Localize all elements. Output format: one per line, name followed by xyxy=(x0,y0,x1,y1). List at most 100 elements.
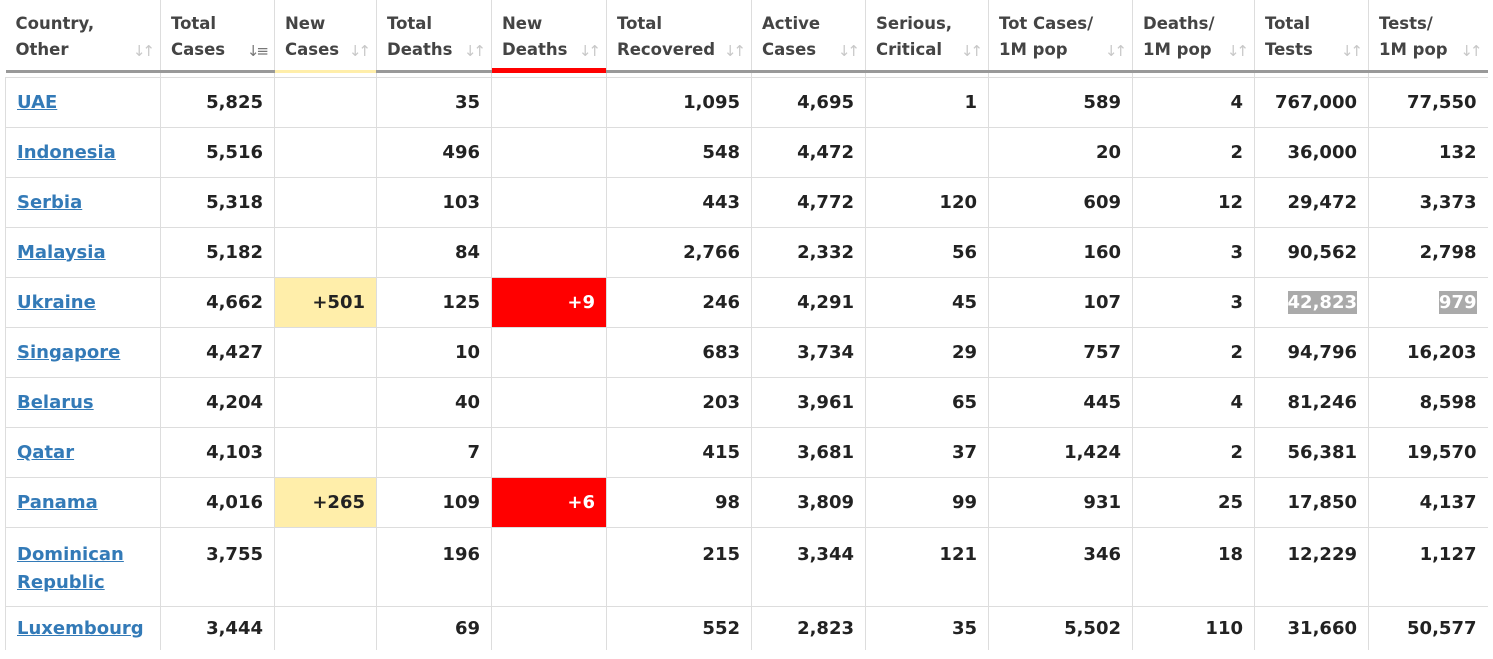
column-header-label: Total Tests xyxy=(1265,14,1313,59)
column-header-label: Total Cases xyxy=(171,14,226,59)
column-header-label: Serious, Critical xyxy=(876,14,953,59)
column-header-serious-critical[interactable]: Serious, Critical ↓↑ xyxy=(865,0,989,73)
cell-tot-cases-per-1m: 107 xyxy=(988,277,1133,328)
cell-deaths-per-1m: 3 xyxy=(1132,277,1255,328)
column-header-total-recovered[interactable]: Total Recovered ↓↑ xyxy=(606,0,752,73)
cell-tot-cases-per-1m: 20 xyxy=(988,127,1133,178)
cell-new-cases xyxy=(274,427,377,478)
gap-cell xyxy=(606,71,752,78)
column-header-tests-per-1m[interactable]: Tests/ 1M pop ↓↑ xyxy=(1368,0,1488,73)
sort-arrows-icon[interactable]: ↓↑ xyxy=(463,42,486,60)
cell-total-deaths: 109 xyxy=(376,477,492,528)
sort-arrows-icon[interactable]: ↓↑ xyxy=(1460,42,1482,60)
cell-total-tests: 17,850 xyxy=(1254,477,1369,528)
country-link[interactable]: Dominican Republic xyxy=(17,543,124,593)
cell-new-cases: +501 xyxy=(274,277,377,328)
sort-arrows-icon[interactable]: ↓↑ xyxy=(960,42,983,60)
cell-serious-critical: 121 xyxy=(865,527,989,607)
country-link[interactable]: UAE xyxy=(17,91,58,113)
sort-arrows-icon[interactable]: ↓↑ xyxy=(132,42,155,60)
sort-arrows-icon[interactable]: ↓↑ xyxy=(1104,42,1127,60)
country-link[interactable]: Luxembourg xyxy=(17,617,144,639)
cell-total-tests: 29,472 xyxy=(1254,177,1369,228)
cell-tot-cases-per-1m: 609 xyxy=(988,177,1133,228)
country-link[interactable]: Serbia xyxy=(17,191,83,213)
cell-country: Serbia xyxy=(5,177,161,228)
sort-desc-icon[interactable]: ↓≡ xyxy=(246,42,269,60)
country-link[interactable]: Ukraine xyxy=(17,291,96,313)
cell-total-deaths: 7 xyxy=(376,427,492,478)
table-row: Dominican Republic 3,755 196 215 3,344 121 346 1… xyxy=(5,527,1488,607)
cell-serious-critical: 45 xyxy=(865,277,989,328)
cell-new-cases xyxy=(274,127,377,178)
column-header-country[interactable]: Country, Other ↓↑ xyxy=(5,0,161,73)
gap-cell xyxy=(376,71,492,78)
cell-total-recovered: 415 xyxy=(606,427,752,478)
sort-arrows-icon[interactable]: ↓↑ xyxy=(837,42,860,60)
cell-tests-per-1m: 8,598 xyxy=(1368,377,1488,428)
cell-country: Panama xyxy=(5,477,161,528)
cell-total-deaths: 496 xyxy=(376,127,492,178)
column-header-label: Tot Cases/ 1M pop xyxy=(999,14,1094,59)
sort-arrows-icon[interactable]: ↓↑ xyxy=(348,42,371,60)
cell-tot-cases-per-1m: 160 xyxy=(988,227,1133,278)
cell-tests-per-1m: 19,570 xyxy=(1368,427,1488,478)
cell-deaths-per-1m: 2 xyxy=(1132,127,1255,178)
cell-active-cases: 3,809 xyxy=(751,477,866,528)
cell-new-deaths xyxy=(491,227,607,278)
cell-serious-critical: 1 xyxy=(865,77,989,128)
cell-total-cases: 4,427 xyxy=(160,327,275,378)
column-header-label: Tests/ 1M pop xyxy=(1379,14,1448,59)
gap-cell xyxy=(160,71,275,78)
column-header-total-deaths[interactable]: Total Deaths ↓↑ xyxy=(376,0,492,73)
column-header-tot-cases-per-1m[interactable]: Tot Cases/ 1M pop ↓↑ xyxy=(988,0,1133,73)
country-link[interactable]: Qatar xyxy=(17,441,75,463)
country-link[interactable]: Malaysia xyxy=(17,241,106,263)
column-header-active-cases[interactable]: Active Cases ↓↑ xyxy=(751,0,866,73)
cell-total-tests: 31,660 xyxy=(1254,606,1369,650)
cell-total-tests: 767,000 xyxy=(1254,77,1369,128)
cell-new-cases xyxy=(274,377,377,428)
column-header-new-cases[interactable]: New Cases ↓↑ xyxy=(274,0,377,73)
cell-total-recovered: 443 xyxy=(606,177,752,228)
table-row: UAE 5,825 35 1,095 4,695 1 589 4 767,000 77,550 xyxy=(5,77,1488,128)
table-body: UAE 5,825 35 1,095 4,695 1 589 4 767,000 77,550 In… xyxy=(5,71,1488,650)
column-header-total-tests[interactable]: Total Tests ↓↑ xyxy=(1254,0,1369,73)
cell-new-deaths xyxy=(491,177,607,228)
cell-serious-critical xyxy=(865,127,989,178)
sort-arrows-icon[interactable]: ↓↑ xyxy=(1340,42,1363,60)
country-link[interactable]: Singapore xyxy=(17,341,121,363)
country-link[interactable]: Indonesia xyxy=(17,141,116,163)
column-header-deaths-per-1m[interactable]: Deaths/ 1M pop ↓↑ xyxy=(1132,0,1255,73)
sort-arrows-icon[interactable]: ↓↑ xyxy=(1226,42,1249,60)
cell-tests-per-1m: 3,373 xyxy=(1368,177,1488,228)
gap-cell xyxy=(1132,71,1255,78)
table-row: Ukraine 4,662 +501 125 +9 246 4,291 45 107 3 42,82… xyxy=(5,277,1488,328)
cell-tests-per-1m: 979 xyxy=(1368,277,1488,328)
table-row: Serbia 5,318 103 443 4,772 120 609 12 29,472 3,37… xyxy=(5,177,1488,228)
column-header-label: Country, Other xyxy=(15,14,95,59)
table-row: Belarus 4,204 40 203 3,961 65 445 4 81,246 8,598 xyxy=(5,377,1488,428)
cell-deaths-per-1m: 110 xyxy=(1132,606,1255,650)
column-header-total-cases[interactable]: Total Cases ↓≡ xyxy=(160,0,275,73)
cell-country: Singapore xyxy=(5,327,161,378)
header-gap-row xyxy=(5,71,1488,78)
table-row: Singapore 4,427 10 683 3,734 29 757 2 94,796 16,2… xyxy=(5,327,1488,378)
cell-total-deaths: 35 xyxy=(376,77,492,128)
table-row: Malaysia 5,182 84 2,766 2,332 56 160 3 90,562 2,7… xyxy=(5,227,1488,278)
cell-active-cases: 4,695 xyxy=(751,77,866,128)
sort-arrows-icon[interactable]: ↓↑ xyxy=(578,42,601,60)
cell-total-recovered: 215 xyxy=(606,527,752,607)
cell-serious-critical: 99 xyxy=(865,477,989,528)
cell-active-cases: 2,332 xyxy=(751,227,866,278)
country-link[interactable]: Panama xyxy=(17,491,98,513)
cell-new-deaths xyxy=(491,77,607,128)
cell-total-cases: 3,755 xyxy=(160,527,275,607)
sort-arrows-icon[interactable]: ↓↑ xyxy=(723,42,746,60)
cell-total-cases: 5,318 xyxy=(160,177,275,228)
country-link[interactable]: Belarus xyxy=(17,391,94,413)
column-header-new-deaths[interactable]: New Deaths ↓↑ xyxy=(491,0,607,73)
cell-total-deaths: 10 xyxy=(376,327,492,378)
cell-new-deaths xyxy=(491,427,607,478)
cell-country: Luxembourg xyxy=(5,606,161,650)
